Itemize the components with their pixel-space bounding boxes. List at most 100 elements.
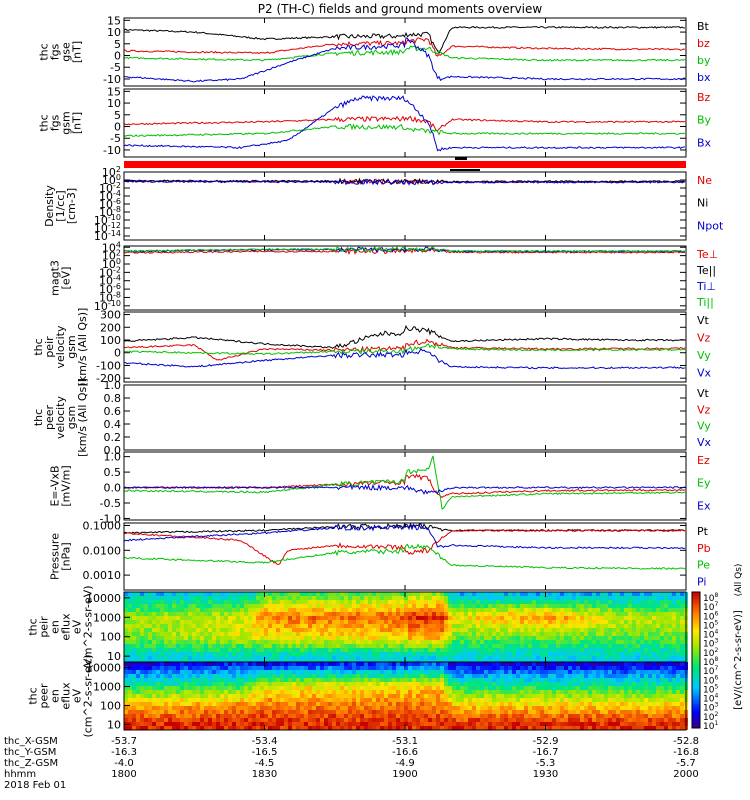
y-axis-label: [km/s (All Qs)] [76, 308, 89, 387]
heatmap-cell [528, 666, 532, 670]
heatmap-cell [548, 596, 552, 600]
heatmap-cell [420, 690, 424, 694]
heatmap-cell [280, 624, 284, 628]
heatmap-cell [448, 636, 452, 640]
heatmap-cell [576, 620, 580, 624]
heatmap-cell [212, 718, 216, 722]
heatmap-cell [176, 694, 180, 698]
heatmap-cell [480, 616, 484, 620]
heatmap-cell [192, 718, 196, 722]
heatmap-cell [604, 662, 608, 666]
heatmap-cell [504, 718, 508, 722]
heatmap-cell [636, 604, 640, 608]
heatmap-cell [600, 624, 604, 628]
heatmap-cell [452, 718, 456, 722]
heatmap-cell [412, 666, 416, 670]
heatmap-cell [584, 726, 588, 730]
heatmap-cell [168, 632, 172, 636]
heatmap-cell [376, 670, 380, 674]
heatmap-cell [672, 596, 676, 600]
heatmap-cell [176, 604, 180, 608]
heatmap-cell [296, 682, 300, 686]
heatmap-cell [404, 652, 408, 656]
heatmap-cell [216, 636, 220, 640]
heatmap-cell [356, 592, 360, 596]
heatmap-cell [536, 682, 540, 686]
heatmap-cell [168, 616, 172, 620]
heatmap-cell [604, 656, 608, 660]
heatmap-cell [192, 620, 196, 624]
heatmap-cell [132, 682, 136, 686]
heatmap-cell [404, 632, 408, 636]
heatmap-cell [132, 714, 136, 718]
heatmap-cell [160, 592, 164, 596]
heatmap-cell [568, 624, 572, 628]
heatmap-cell [396, 694, 400, 698]
heatmap-cell [628, 604, 632, 608]
heatmap-cell [572, 718, 576, 722]
heatmap-cell [632, 592, 636, 596]
heatmap-cell [504, 678, 508, 682]
heatmap-cell [144, 636, 148, 640]
heatmap-cell [132, 628, 136, 632]
heatmap-cell [616, 596, 620, 600]
heatmap-cell [492, 662, 496, 666]
heatmap-cell [556, 678, 560, 682]
heatmap-cell [660, 628, 664, 632]
heatmap-cell [156, 706, 160, 710]
heatmap-cell [316, 694, 320, 698]
heatmap-cell [600, 616, 604, 620]
heatmap-cell [272, 698, 276, 702]
heatmap-cell [312, 694, 316, 698]
heatmap-cell [184, 670, 188, 674]
heatmap-cell [448, 608, 452, 612]
heatmap-cell [452, 608, 456, 612]
heatmap-cell [516, 718, 520, 722]
heatmap-cell [432, 628, 436, 632]
heatmap-cell [168, 710, 172, 714]
heatmap-cell [272, 628, 276, 632]
heatmap-cell [308, 608, 312, 612]
heatmap-cell [604, 710, 608, 714]
heatmap-cell [212, 616, 216, 620]
heatmap-cell [604, 726, 608, 730]
heatmap-cell [668, 644, 672, 648]
heatmap-cell [436, 666, 440, 670]
y-axis-label: thc [27, 618, 40, 635]
heatmap-cell [416, 628, 420, 632]
heatmap-cell [300, 674, 304, 678]
heatmap-cell [388, 722, 392, 726]
heatmap-cell [228, 612, 232, 616]
heatmap-cell [224, 702, 228, 706]
heatmap-cell [396, 652, 400, 656]
heatmap-cell [552, 710, 556, 714]
heatmap-cell [304, 722, 308, 726]
heatmap-cell [384, 636, 388, 640]
heatmap-cell [224, 652, 228, 656]
heatmap-cell [664, 620, 668, 624]
heatmap-cell [252, 666, 256, 670]
heatmap-cell [380, 644, 384, 648]
heatmap-cell [152, 710, 156, 714]
heatmap-cell [500, 612, 504, 616]
y-axis-label: fgs [49, 43, 62, 60]
heatmap-cell [348, 648, 352, 652]
heatmap-cell [328, 662, 332, 666]
heatmap-cell [532, 694, 536, 698]
heatmap-cell [188, 648, 192, 652]
heatmap-cell [512, 620, 516, 624]
heatmap-cell [428, 612, 432, 616]
heatmap-cell [408, 600, 412, 604]
heatmap-cell [400, 628, 404, 632]
heatmap-cell [676, 636, 680, 640]
heatmap-cell [356, 726, 360, 730]
heatmap-cell [224, 596, 228, 600]
heatmap-cell [312, 624, 316, 628]
heatmap-cell [292, 656, 296, 660]
heatmap-cell [364, 706, 368, 710]
heatmap-cell [296, 624, 300, 628]
heatmap-cell [152, 612, 156, 616]
heatmap-cell [584, 722, 588, 726]
heatmap-cell [592, 714, 596, 718]
heatmap-cell [468, 624, 472, 628]
